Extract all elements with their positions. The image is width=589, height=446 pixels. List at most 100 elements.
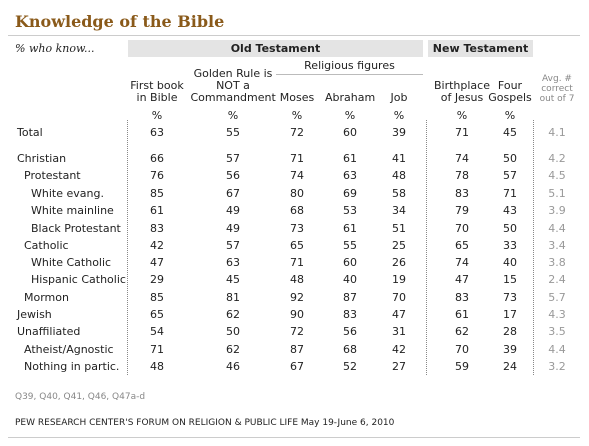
cell: 65: [150, 308, 164, 321]
cell: 3.5: [548, 325, 566, 338]
unit-label: %: [151, 109, 163, 122]
source: PEW RESEARCH CENTER'S FORUM ON RELIGION …: [15, 418, 394, 428]
cell: 56: [226, 169, 240, 182]
row-label: Hispanic Catholic: [31, 273, 126, 286]
unit-label: %: [504, 109, 516, 122]
cell: 53: [343, 204, 357, 217]
cell: 28: [503, 325, 517, 338]
cell: 68: [343, 343, 357, 356]
row-label: White Catholic: [31, 256, 112, 269]
cell: 55: [343, 239, 357, 252]
subgroup-header: Religious figures: [276, 59, 423, 75]
cell: 39: [392, 126, 406, 139]
cell: 80: [290, 187, 304, 200]
cell: 63: [226, 256, 240, 269]
cell: 74: [455, 256, 469, 269]
cell: 47: [455, 273, 469, 286]
cell: 26: [392, 256, 406, 269]
cell: 61: [343, 152, 357, 165]
cell: 52: [343, 360, 357, 373]
cell: 90: [290, 308, 304, 321]
cell: 83: [455, 291, 469, 304]
cell: 70: [455, 343, 469, 356]
column-header: Birthplace of Jesus: [433, 79, 490, 104]
cell: 40: [343, 273, 357, 286]
cell: 81: [226, 291, 240, 304]
cell: 17: [503, 308, 517, 321]
row-label: Total: [17, 126, 43, 139]
cell: 57: [226, 152, 240, 165]
cell: 71: [455, 126, 469, 139]
cell: 67: [290, 360, 304, 373]
cell: 34: [392, 204, 406, 217]
cell: 71: [150, 343, 164, 356]
cell: 73: [503, 291, 517, 304]
cell: 48: [290, 273, 304, 286]
cell: 74: [290, 169, 304, 182]
row-label: White mainline: [31, 204, 114, 217]
cell: 33: [503, 239, 517, 252]
cell: 3.9: [548, 204, 566, 217]
cell: 41: [392, 152, 406, 165]
cell: 3.2: [548, 360, 566, 373]
cell: 65: [455, 239, 469, 252]
cell: 4.2: [548, 152, 566, 165]
source-name: PEW RESEARCH CENTER'S FORUM ON RELIGION …: [15, 418, 299, 428]
cell: 48: [392, 169, 406, 182]
cell: 67: [226, 187, 240, 200]
cell: 5.7: [548, 291, 566, 304]
cell: 70: [455, 222, 469, 235]
cell: 66: [150, 152, 164, 165]
cell: 50: [503, 152, 517, 165]
column-header: Golden Rule is NOT a Commandment: [190, 67, 276, 104]
column-header: Job: [390, 91, 408, 104]
cell: 4.5: [548, 169, 566, 182]
cell: 71: [503, 187, 517, 200]
column-header: Avg. # correct out of 7: [539, 74, 575, 104]
cell: 72: [290, 126, 304, 139]
divider: [533, 120, 534, 375]
cell: 68: [290, 204, 304, 217]
cell: 85: [150, 187, 164, 200]
cell: 83: [343, 308, 357, 321]
bottom-rule: [8, 437, 580, 438]
cell: 15: [503, 273, 517, 286]
cell: 55: [226, 126, 240, 139]
cell: 50: [226, 325, 240, 338]
questions: Q39, Q40, Q41, Q46, Q47a-d: [15, 392, 146, 402]
row-label: Atheist/Agnostic: [24, 343, 114, 356]
cell: 63: [343, 169, 357, 182]
cell: 83: [455, 187, 469, 200]
unit-label: %: [291, 109, 303, 122]
cell: 4.4: [548, 343, 566, 356]
divider: [127, 120, 128, 375]
cell: 42: [150, 239, 164, 252]
cell: 3.4: [548, 239, 566, 252]
cell: 58: [392, 187, 406, 200]
title: Knowledge of the Bible: [15, 12, 225, 31]
divider: [426, 120, 427, 375]
cell: 79: [455, 204, 469, 217]
source-dates: May 19-June 6, 2010: [300, 418, 395, 428]
column-header: First book in Bible: [130, 79, 184, 104]
cell: 49: [226, 222, 240, 235]
cell: 39: [503, 343, 517, 356]
cell: 74: [455, 152, 469, 165]
cell: 45: [503, 126, 517, 139]
cell: 62: [226, 308, 240, 321]
cell: 92: [290, 291, 304, 304]
row-label: Jewish: [17, 308, 52, 321]
cell: 69: [343, 187, 357, 200]
group-header: New Testament: [428, 40, 533, 57]
cell: 57: [226, 239, 240, 252]
cell: 43: [503, 204, 517, 217]
cell: 4.4: [548, 222, 566, 235]
column-header: Abraham: [325, 91, 376, 104]
cell: 60: [343, 126, 357, 139]
cell: 5.1: [548, 187, 566, 200]
cell: 47: [392, 308, 406, 321]
cell: 72: [290, 325, 304, 338]
unit-label: %: [344, 109, 356, 122]
cell: 47: [150, 256, 164, 269]
